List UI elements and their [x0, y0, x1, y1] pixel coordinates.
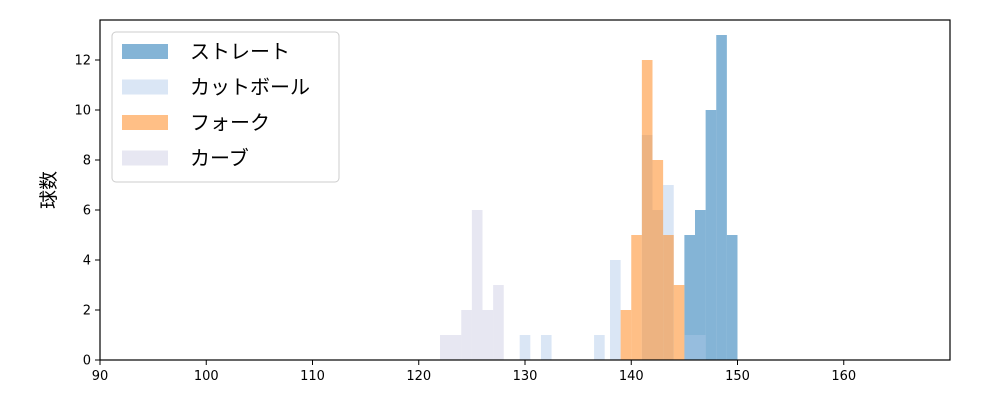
histogram-bar-1-7: [684, 335, 695, 360]
legend-label: カットボール: [190, 75, 310, 99]
histogram-bar-3-1: [461, 310, 472, 360]
legend-swatch: [122, 115, 168, 130]
histogram-bar-2-2: [641, 60, 653, 360]
histogram-bar-3-2: [471, 210, 483, 360]
y-axis-label: 球数: [38, 171, 60, 209]
x-tick-label: 110: [300, 369, 325, 384]
histogram-bar-1-8: [695, 335, 706, 360]
y-axis: 0 2 4 6 8 10 12: [74, 54, 100, 369]
histogram-bar-1-3: [610, 260, 621, 360]
x-tick-label: 140: [619, 369, 644, 384]
legend-frame: [111, 31, 340, 183]
x-tick-label: 100: [194, 369, 219, 384]
x-axis: 90 100 110 120 130 140 150 160: [92, 360, 856, 384]
histogram-bar-2-4: [663, 235, 674, 360]
histogram-bar-2-0: [620, 310, 632, 360]
legend-swatch: [122, 79, 168, 95]
x-tick-label: 150: [725, 369, 750, 384]
histogram-bar-0-2: [695, 210, 706, 360]
x-tick-label: 130: [513, 369, 538, 384]
y-tick-label: 12: [74, 54, 91, 69]
histogram-bar-3-0: [440, 335, 462, 360]
histogram-bar-1-0: [519, 335, 531, 360]
legend-label: ストレート: [190, 40, 290, 64]
histogram-bar-0-3: [705, 110, 717, 360]
legend-swatch: [122, 150, 168, 166]
x-tick-label: 120: [406, 369, 431, 384]
histogram-bar-2-3: [652, 160, 664, 360]
y-tick-label: 0: [83, 354, 91, 369]
histogram-bar-0-4: [716, 35, 727, 360]
legend-swatch: [122, 44, 168, 59]
histogram-bar-1-1: [540, 335, 552, 360]
histogram-bar-2-1: [631, 235, 642, 360]
x-tick-label: 160: [831, 369, 856, 384]
histogram-bar-1-2: [594, 335, 605, 360]
y-tick-label: 2: [83, 304, 91, 319]
histogram-bar-3-3: [482, 310, 494, 360]
legend-label: フォーク: [190, 111, 270, 135]
y-tick-label: 4: [83, 254, 91, 269]
histogram-bar-0-5: [726, 235, 738, 360]
bars-layer: [440, 35, 738, 360]
histogram-bar-0-1: [684, 235, 695, 360]
histogram-bar-2-5: [673, 285, 685, 360]
x-tick-label: 90: [92, 369, 109, 384]
y-tick-label: 10: [74, 104, 91, 119]
histogram-bar-3-4: [493, 285, 504, 360]
y-tick-label: 8: [83, 154, 91, 169]
y-tick-label: 6: [83, 204, 91, 219]
legend-label: カーブ: [190, 146, 249, 170]
